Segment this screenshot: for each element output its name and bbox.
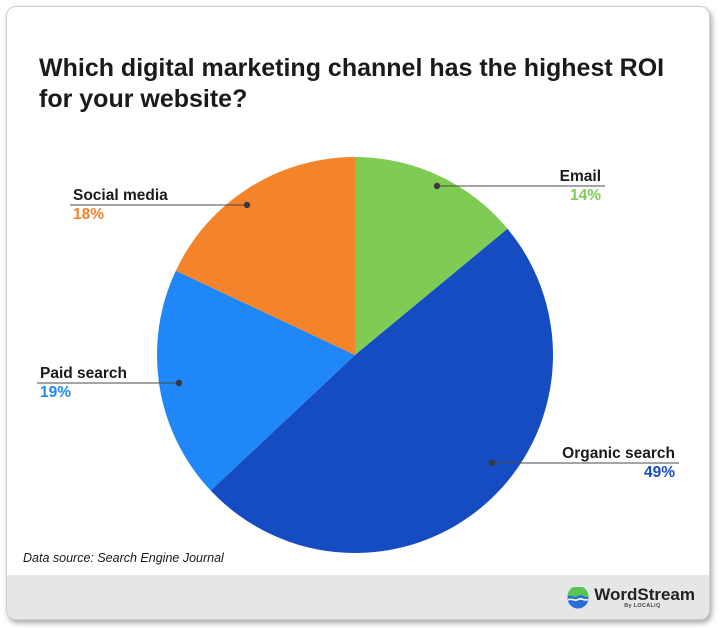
slice-label-social-media: Social media bbox=[73, 187, 168, 204]
slice-value-paid-search: 19% bbox=[40, 384, 71, 401]
slice-value-organic-search: 49% bbox=[644, 464, 675, 481]
wordstream-wave-icon bbox=[567, 587, 589, 609]
leader-dot-social-media bbox=[243, 201, 251, 209]
slice-value-social-media: 18% bbox=[73, 206, 104, 223]
leader-dot-email bbox=[433, 182, 441, 190]
brand-subtitle: By LOCALiQ bbox=[624, 603, 661, 610]
footer-bar: WordStream By LOCALiQ bbox=[7, 575, 709, 619]
pie-slice-social-media bbox=[175, 157, 355, 355]
pie-chart: Email 14% Organic search 49% Paid search 19% S… bbox=[37, 157, 679, 553]
chart-title: Which digital marketing channel has the … bbox=[39, 54, 665, 113]
slice-label-email: Email bbox=[560, 168, 601, 185]
slice-label-organic-search: Organic search bbox=[562, 445, 675, 462]
data-source-note: Data source: Search Engine Journal bbox=[23, 551, 224, 565]
leader-dot-organic-search bbox=[488, 459, 496, 467]
leader-dot-paid-search bbox=[175, 379, 183, 387]
slice-value-email: 14% bbox=[570, 187, 601, 204]
pie-slice-organic-search bbox=[210, 228, 553, 553]
brand-name: WordStream bbox=[594, 585, 695, 605]
pie-slice-paid-search bbox=[157, 270, 355, 491]
slice-label-paid-search: Paid search bbox=[40, 365, 127, 382]
chart-card: Which digital marketing channel has the … bbox=[6, 6, 710, 620]
pie-slice-email bbox=[355, 157, 508, 355]
wordstream-logo: WordStream By LOCALiQ bbox=[567, 583, 695, 613]
